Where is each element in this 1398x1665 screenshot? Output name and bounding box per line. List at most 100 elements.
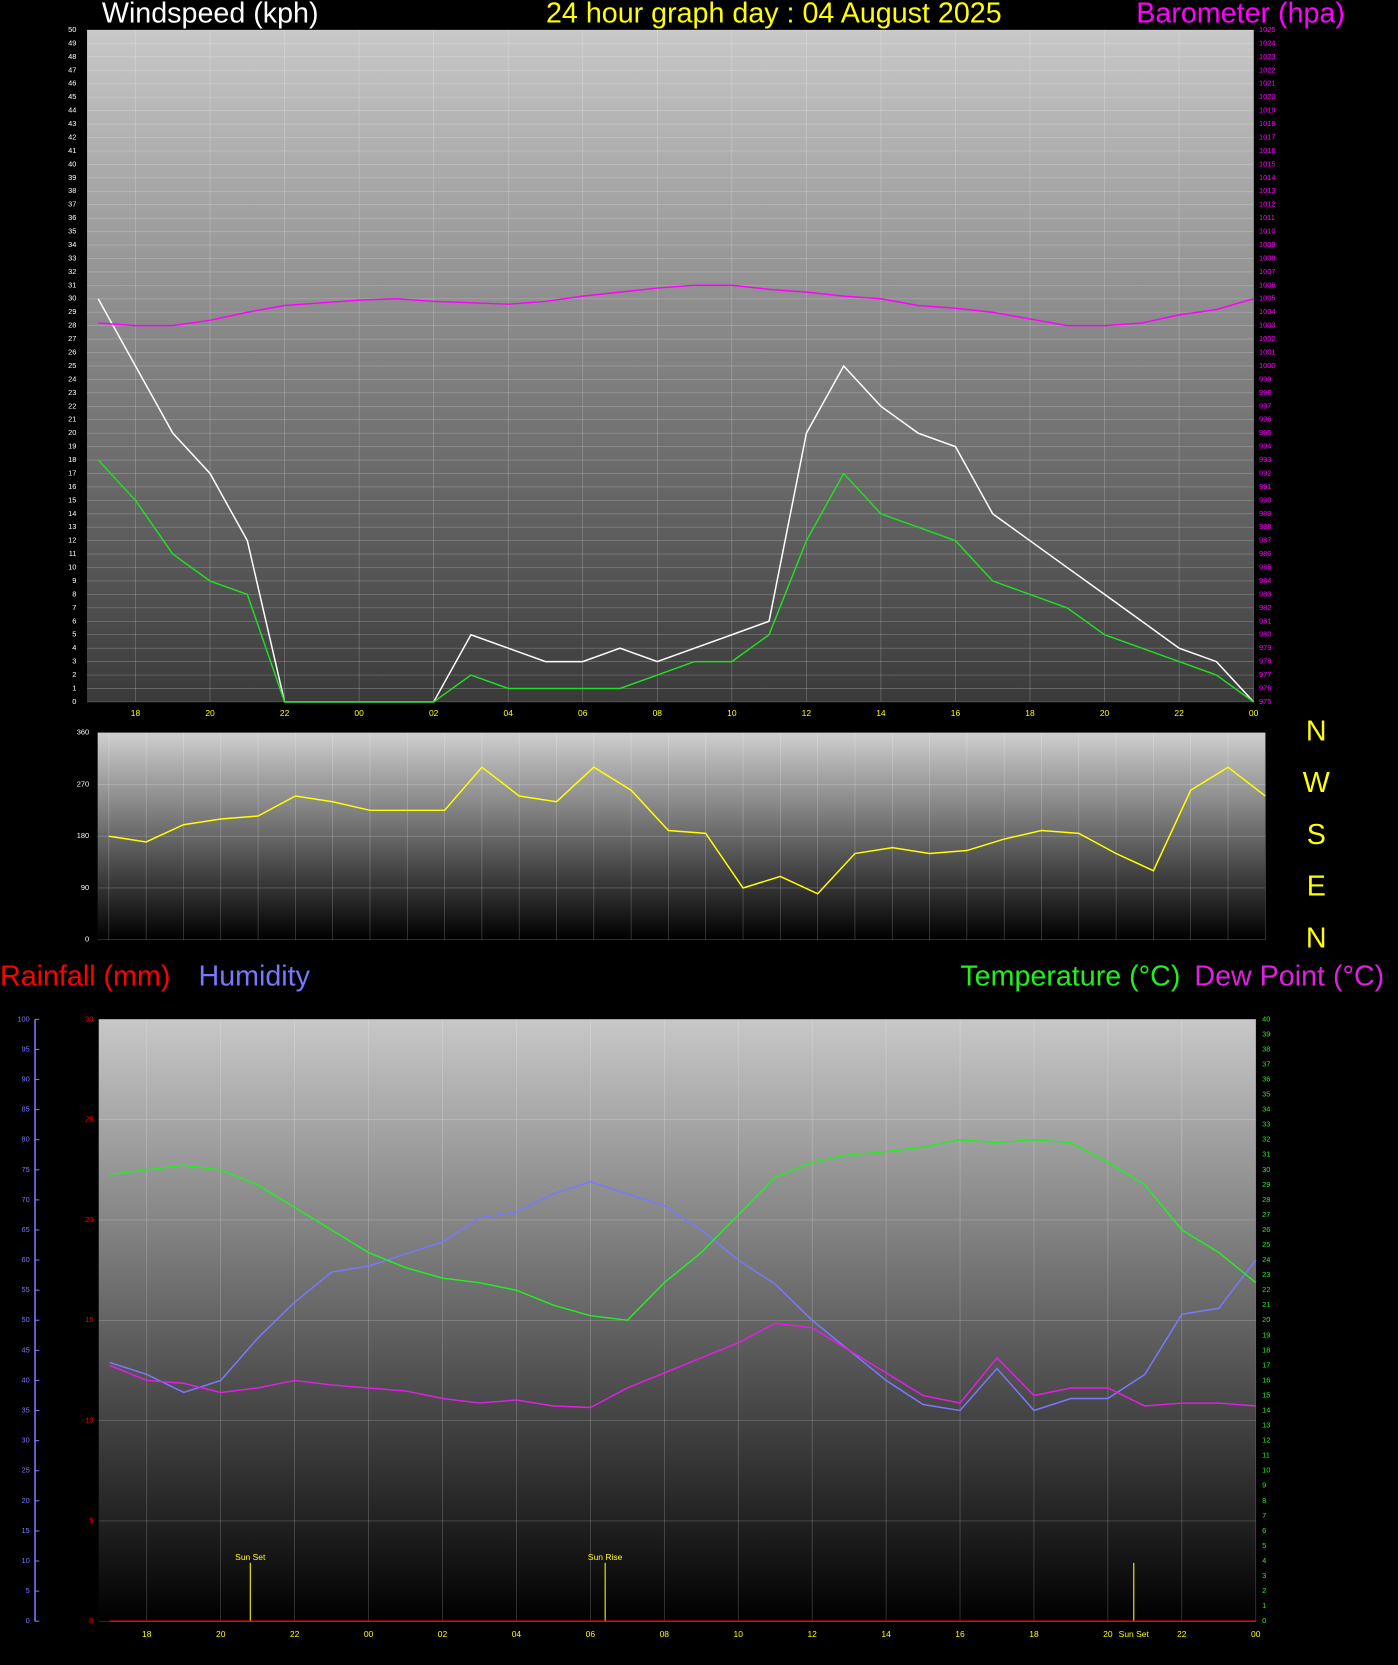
y3-tick-label: 70 xyxy=(21,1195,29,1204)
y-tick-label: 47 xyxy=(68,65,76,74)
baro-axis-label: Barometer (hpa) xyxy=(1136,0,1345,30)
y-tick-label: 37 xyxy=(68,200,76,209)
y2-tick-label: 994 xyxy=(1259,442,1271,451)
y2-tick-label: 987 xyxy=(1259,536,1271,545)
y-tick-label: 26 xyxy=(68,347,76,356)
y2-tick-label: 37 xyxy=(1262,1059,1270,1068)
y-tick-label: 22 xyxy=(68,401,76,410)
y2-tick-label: N xyxy=(1306,715,1327,747)
y2-tick-label: 1019 xyxy=(1259,106,1276,115)
y-tick-label: 45 xyxy=(68,92,76,101)
y2-tick-label: 8 xyxy=(1262,1496,1266,1505)
x-tick-label: 00 xyxy=(364,1629,374,1639)
series-line xyxy=(109,1181,1257,1412)
y-tick-label: 25 xyxy=(68,361,76,370)
y2-tick-label: 998 xyxy=(1259,388,1271,397)
y2-tick-label: 978 xyxy=(1259,657,1271,666)
y-tick-label: 15 xyxy=(68,495,76,504)
y2-tick-label: S xyxy=(1307,819,1326,851)
y2-tick-label: 5 xyxy=(1262,1541,1266,1550)
y3-tick-label: 60 xyxy=(21,1255,29,1264)
y2-tick-label: 38 xyxy=(1262,1044,1270,1053)
y-tick-label: 35 xyxy=(68,227,76,236)
y2-tick-label: 1001 xyxy=(1259,347,1276,356)
y-tick-label: 7 xyxy=(72,603,76,612)
y-tick-label: 29 xyxy=(68,307,76,316)
y2-tick-label: 1009 xyxy=(1259,240,1276,249)
y2-tick-label: 17 xyxy=(1262,1360,1270,1369)
annotation-label: Sun Rise xyxy=(588,1552,623,1562)
y2-tick-label: 990 xyxy=(1259,495,1271,504)
y3-tick-label: 35 xyxy=(21,1406,29,1415)
x-tick-label: 18 xyxy=(131,708,141,718)
y3-tick-label: 65 xyxy=(21,1225,29,1234)
y2-tick-label: 985 xyxy=(1259,563,1271,572)
y3-tick-label: 55 xyxy=(21,1285,29,1294)
y2-tick-label: 984 xyxy=(1259,576,1271,585)
y-tick-label: 180 xyxy=(77,831,89,840)
x-tick-label: 06 xyxy=(586,1629,596,1639)
y2-tick-label: 35 xyxy=(1262,1090,1270,1099)
y3-tick-label: 25 xyxy=(21,1466,29,1475)
y2-tick-label: 1024 xyxy=(1259,38,1276,47)
x-tick-label: 22 xyxy=(1177,1629,1187,1639)
y2-tick-label: 3 xyxy=(1262,1571,1266,1580)
y3-tick-label: 75 xyxy=(21,1165,29,1174)
x-tick-label: 18 xyxy=(1029,1629,1039,1639)
y2-tick-label: 9 xyxy=(1262,1481,1266,1490)
y-tick-label: 360 xyxy=(77,728,89,737)
series-line xyxy=(108,766,1266,895)
y-tick-label: 25 xyxy=(85,1115,93,1124)
y2-tick-label: 40 xyxy=(1262,1014,1270,1023)
series-line xyxy=(98,284,1254,327)
y2-tick-label: 980 xyxy=(1259,630,1271,639)
y2-tick-label: 12 xyxy=(1262,1436,1270,1445)
y2-tick-label: 1004 xyxy=(1259,307,1276,316)
x-tick-label: 20 xyxy=(216,1629,226,1639)
y2-tick-label: 28 xyxy=(1262,1195,1270,1204)
x-tick-label: 22 xyxy=(280,708,290,718)
y2-tick-label: 15 xyxy=(1262,1390,1270,1399)
y2-tick-label: 27 xyxy=(1262,1210,1270,1219)
y2-tick-label: 33 xyxy=(1262,1120,1270,1129)
legend-label: Dew Point (°C) xyxy=(1194,961,1384,993)
y2-tick-label: 13 xyxy=(1262,1421,1270,1430)
y-tick-label: 31 xyxy=(68,280,76,289)
y2-tick-label: 1008 xyxy=(1259,253,1276,262)
x-tick-label: 20 xyxy=(1100,708,1110,718)
annotation-label: Sun Set xyxy=(1119,1629,1150,1639)
y2-tick-label: 1010 xyxy=(1259,227,1276,236)
x-tick-label: 18 xyxy=(1025,708,1035,718)
y2-tick-label: 977 xyxy=(1259,670,1271,679)
x-tick-label: 06 xyxy=(578,708,588,718)
y-tick-label: 0 xyxy=(85,935,89,944)
x-tick-label: 12 xyxy=(807,1629,817,1639)
y2-tick-label: 18 xyxy=(1262,1345,1270,1354)
y2-tick-label: 4 xyxy=(1262,1556,1266,1565)
y2-tick-label: 1007 xyxy=(1259,267,1276,276)
y-tick-label: 39 xyxy=(68,173,76,182)
y2-tick-label: 1022 xyxy=(1259,65,1276,74)
x-tick-label: 16 xyxy=(951,708,961,718)
x-tick-label: 22 xyxy=(290,1629,300,1639)
y2-tick-label: 14 xyxy=(1262,1406,1270,1415)
y-tick-label: 0 xyxy=(72,697,76,706)
y2-tick-label: 988 xyxy=(1259,522,1271,531)
y2-tick-label: 29 xyxy=(1262,1180,1270,1189)
x-tick-label: 16 xyxy=(955,1629,965,1639)
y2-tick-label: 2 xyxy=(1262,1586,1266,1595)
y2-tick-label: 20 xyxy=(1262,1315,1270,1324)
y3-tick-label: 90 xyxy=(21,1074,29,1083)
y2-tick-label: 7 xyxy=(1262,1511,1266,1520)
y2-tick-label: 979 xyxy=(1259,643,1271,652)
x-tick-label: 00 xyxy=(354,708,364,718)
y2-tick-label: 1002 xyxy=(1259,334,1276,343)
y-tick-label: 46 xyxy=(68,79,76,88)
x-tick-label: 14 xyxy=(876,708,886,718)
x-tick-label: 00 xyxy=(1251,1629,1261,1639)
y2-tick-label: 1017 xyxy=(1259,132,1276,141)
y2-tick-label: 991 xyxy=(1259,482,1271,491)
y-tick-label: 34 xyxy=(68,240,76,249)
y2-tick-label: 24 xyxy=(1262,1255,1270,1264)
